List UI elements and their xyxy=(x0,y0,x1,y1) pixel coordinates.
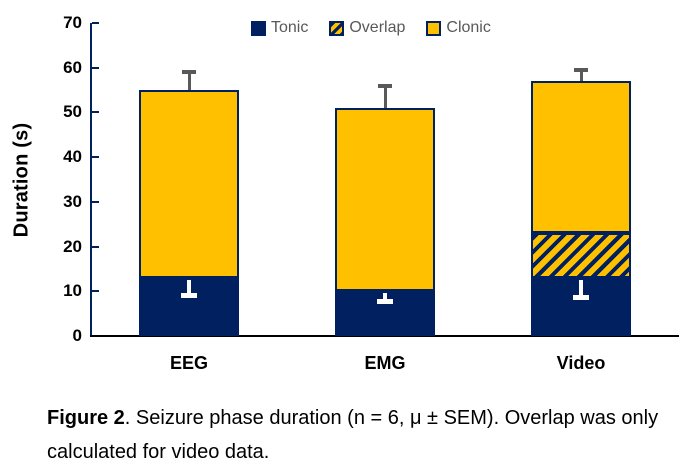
y-tick-label-50: 50 xyxy=(63,102,82,122)
y-tick-20 xyxy=(92,245,99,248)
legend-item-clonic: Clonic xyxy=(426,19,491,37)
y-axis xyxy=(90,23,92,337)
bar-video-clonic xyxy=(531,81,631,234)
y-tick-label-30: 30 xyxy=(63,191,82,211)
bar-emg-tonic xyxy=(335,291,435,336)
y-tick-label-20: 20 xyxy=(63,236,82,256)
x-axis xyxy=(90,335,679,337)
x-category-label-video: Video xyxy=(556,353,606,373)
bar-emg-clonic xyxy=(335,107,435,292)
y-axis-title: Duration (s) xyxy=(10,122,33,238)
y-tick-50 xyxy=(92,111,99,114)
bar-eeg-clonic xyxy=(139,90,239,278)
sem-tonic-cap-eeg xyxy=(181,292,197,298)
y-tick-70 xyxy=(92,22,99,24)
figure-caption: Figure 2. Seizure phase duration (n = 6,… xyxy=(47,401,665,469)
bar-video-overlap xyxy=(531,233,631,278)
sem-tonic-cap-emg xyxy=(377,299,393,305)
y-tick-60 xyxy=(92,66,99,69)
sem-upper-cap-video xyxy=(574,67,588,72)
sem-upper-cap-eeg xyxy=(182,70,196,75)
y-tick-label-0: 0 xyxy=(72,326,82,345)
clonic-swatch-icon xyxy=(426,20,442,36)
sem-upper-stem-emg xyxy=(383,85,387,108)
y-tick-30 xyxy=(92,200,99,203)
sem-upper-stem-video xyxy=(579,69,583,82)
x-category-label-eeg: EEG xyxy=(169,353,208,373)
y-tick-label-40: 40 xyxy=(63,147,82,167)
sem-upper-stem-eeg xyxy=(187,72,191,91)
sem-tonic-stem-video xyxy=(579,279,583,296)
y-tick-label-10: 10 xyxy=(63,281,82,301)
y-tick-label-60: 60 xyxy=(63,57,82,77)
figure-label: Figure 2 xyxy=(47,407,125,429)
tonic-swatch-icon xyxy=(251,20,266,36)
legend-label-overlap: Overlap xyxy=(349,19,406,36)
sem-upper-cap-emg xyxy=(378,83,392,88)
legend-label-clonic: Clonic xyxy=(446,19,491,36)
legend-label-tonic: Tonic xyxy=(271,19,309,36)
x-category-label-emg: EMG xyxy=(364,353,406,373)
chart-legend: Tonic Overlap Clonic xyxy=(251,19,491,37)
sem-tonic-stem-eeg xyxy=(187,279,191,294)
legend-item-tonic: Tonic xyxy=(251,19,308,37)
sem-tonic-stem-emg xyxy=(383,293,387,301)
caption-text: . Seizure phase duration (n = 6, μ ± SEM… xyxy=(47,407,659,463)
overlap-swatch-icon xyxy=(329,20,345,36)
y-tick-label-70: 70 xyxy=(63,13,82,32)
sem-tonic-cap-video xyxy=(573,294,589,300)
y-tick-10 xyxy=(92,290,99,293)
legend-item-overlap: Overlap xyxy=(329,19,405,37)
y-tick-40 xyxy=(92,156,99,159)
